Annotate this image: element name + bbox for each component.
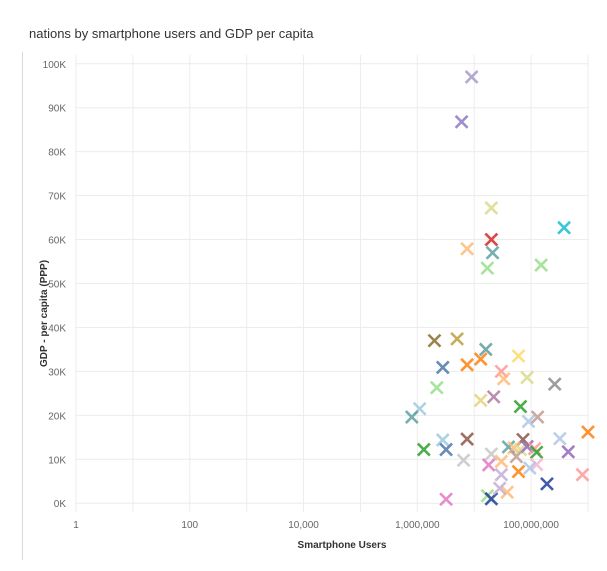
data-point[interactable] (552, 431, 567, 446)
data-point[interactable] (511, 464, 526, 479)
data-point[interactable] (416, 442, 431, 457)
y-tick-label: 80K (48, 148, 66, 159)
data-point[interactable] (581, 425, 595, 439)
data-point[interactable] (529, 457, 544, 472)
y-tick-label: 60K (48, 236, 66, 247)
axis-layer: 0K 10K 20K 30K 40K 50K 60K 70K 80K 90K 100K 1 100 10,… (43, 60, 560, 531)
data-point[interactable] (464, 70, 479, 84)
data-point[interactable] (450, 331, 465, 346)
data-point[interactable] (484, 491, 499, 506)
x-tick-label: 1 (73, 520, 79, 531)
data-point[interactable] (529, 445, 544, 460)
y-tick-label: 90K (48, 104, 66, 115)
data-point[interactable] (520, 370, 535, 385)
y-tick-label: 40K (48, 323, 66, 334)
data-point[interactable] (509, 449, 524, 464)
y-tick-label: 50K (48, 280, 66, 291)
data-point[interactable] (439, 492, 453, 507)
data-point[interactable] (492, 481, 507, 496)
data-point[interactable] (540, 476, 554, 491)
y-tick-label: 20K (48, 411, 66, 422)
data-point[interactable] (473, 393, 488, 408)
data-point[interactable] (485, 245, 500, 260)
data-point[interactable] (456, 453, 471, 468)
data-point[interactable] (575, 467, 590, 482)
y-tick-label: 30K (48, 367, 66, 378)
x-tick-label: 1,000,000 (395, 520, 440, 531)
data-point[interactable] (480, 261, 495, 276)
data-point[interactable] (500, 485, 515, 500)
data-point[interactable] (522, 461, 537, 475)
chart-title: nations by smartphone users and GDP per … (29, 26, 314, 41)
point-layer (404, 70, 595, 507)
y-tick-label: 70K (48, 192, 66, 203)
data-point[interactable] (521, 414, 536, 429)
data-point[interactable] (496, 371, 511, 386)
data-point[interactable] (511, 349, 526, 363)
data-point[interactable] (484, 232, 499, 247)
y-tick-label: 0K (54, 499, 67, 510)
data-point[interactable] (534, 258, 549, 272)
data-point[interactable] (435, 360, 450, 375)
y-tick-label: 10K (48, 455, 66, 466)
data-point[interactable] (557, 220, 572, 235)
data-point[interactable] (530, 410, 545, 425)
data-point[interactable] (454, 114, 469, 129)
data-point[interactable] (561, 444, 576, 459)
data-point[interactable] (427, 333, 442, 348)
data-point[interactable] (460, 241, 475, 256)
data-point[interactable] (439, 442, 453, 457)
data-point[interactable] (494, 467, 509, 482)
data-point[interactable] (435, 433, 450, 447)
data-point[interactable] (494, 454, 509, 469)
data-point[interactable] (429, 380, 444, 395)
x-tick-label: 100,000,000 (503, 520, 559, 531)
data-point[interactable] (484, 200, 499, 215)
data-point[interactable] (473, 352, 488, 367)
data-point[interactable] (460, 357, 475, 372)
data-point[interactable] (513, 399, 528, 414)
x-tick-label: 10,000 (288, 520, 319, 531)
data-point[interactable] (484, 447, 499, 461)
data-point[interactable] (547, 377, 562, 392)
y-axis-title: GDP - per capita (PPP) (39, 260, 50, 367)
left-divider (22, 52, 23, 560)
data-point[interactable] (481, 458, 496, 472)
y-tick-label: 100K (43, 60, 67, 71)
x-tick-label: 100 (181, 520, 198, 531)
data-point[interactable] (478, 342, 493, 357)
data-point[interactable] (404, 410, 419, 425)
x-axis-title: Smartphone Users (298, 540, 387, 551)
data-point[interactable] (460, 432, 475, 446)
data-point[interactable] (486, 389, 501, 404)
